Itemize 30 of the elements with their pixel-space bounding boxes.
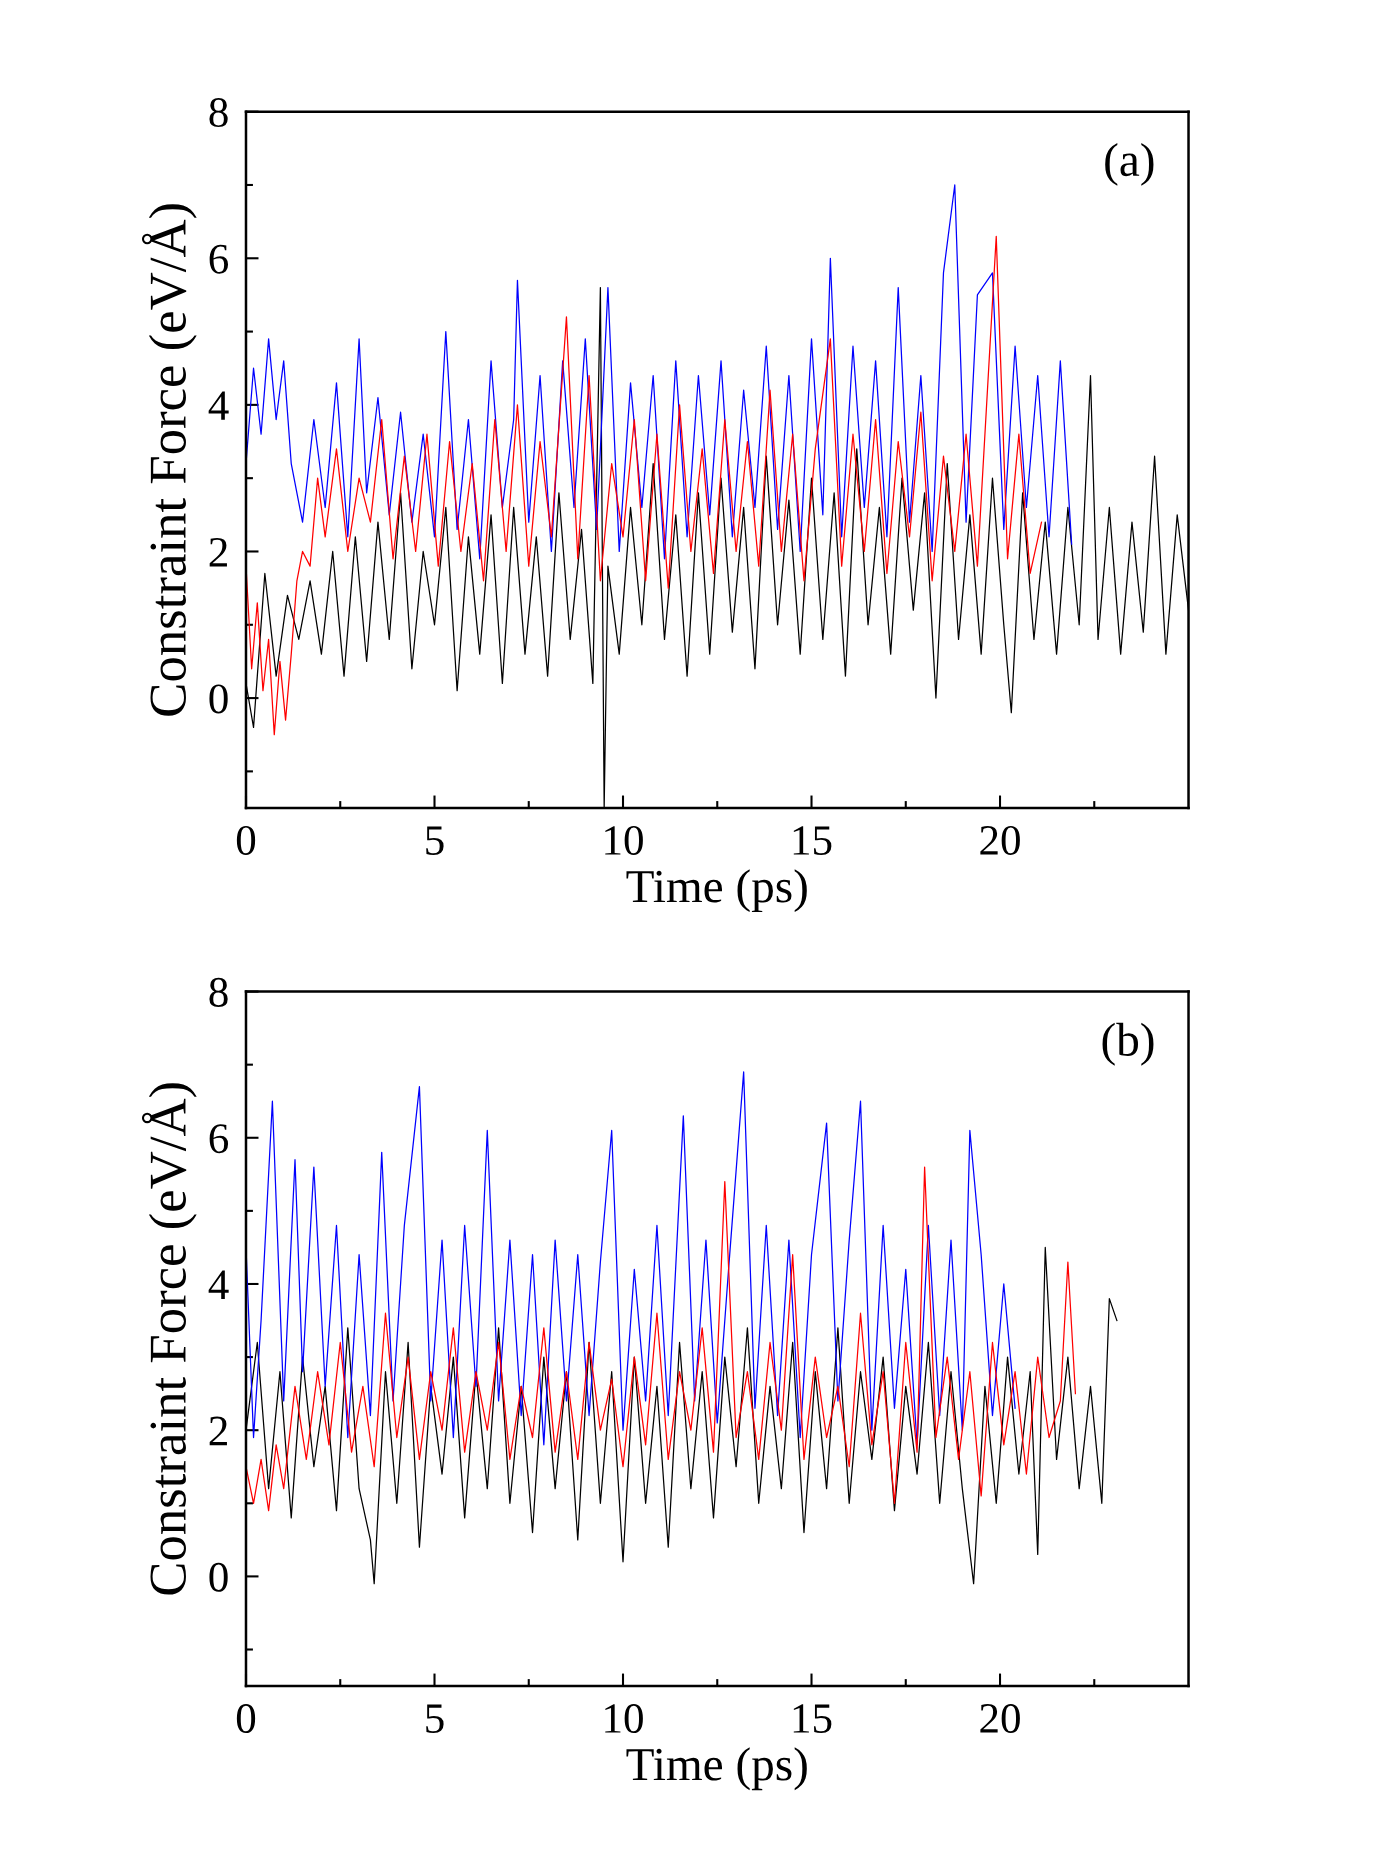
- x-tick-label: 0: [236, 825, 256, 855]
- x-tick-label: 20: [980, 1703, 1020, 1734]
- x-tick-label: 5: [426, 1704, 444, 1734]
- annotation: (a): [1105, 143, 1154, 186]
- line-series: [246, 184, 1073, 560]
- x-tick-label: 15: [793, 1704, 832, 1734]
- y-tick-label: 6: [209, 1124, 229, 1154]
- y-axis-title: Constraint Force (eV/Å): [141, 204, 197, 716]
- y-tick-label: 8: [209, 977, 228, 1007]
- y-tick-label: 4: [208, 391, 229, 420]
- x-tick-label: 10: [605, 825, 643, 855]
- x-tick-label: 0: [236, 1703, 256, 1734]
- y-tick-label: 0: [209, 1562, 228, 1592]
- y-tick-label: 2: [209, 537, 227, 567]
- x-tick-label: 5: [426, 826, 444, 855]
- y-tick-label: 0: [209, 684, 228, 714]
- y-tick-label: 4: [208, 1270, 229, 1299]
- annotation: (b): [1102, 1022, 1154, 1066]
- x-tick-label: 15: [793, 826, 832, 855]
- line-series: [246, 1166, 1077, 1512]
- line-series: [246, 1071, 1016, 1446]
- x-axis-title: Time (ps): [626, 1747, 807, 1791]
- line-series: [246, 235, 1043, 736]
- y-tick-label: 8: [209, 97, 228, 128]
- y-tick-label: 6: [209, 244, 229, 274]
- x-axis-title: Time (ps): [626, 869, 807, 913]
- x-tick-label: 20: [980, 825, 1020, 855]
- y-tick-label: 2: [209, 1416, 227, 1446]
- y-axis-title: Constraint Force (eV/Å): [141, 1083, 197, 1595]
- x-tick-label: 10: [605, 1703, 643, 1734]
